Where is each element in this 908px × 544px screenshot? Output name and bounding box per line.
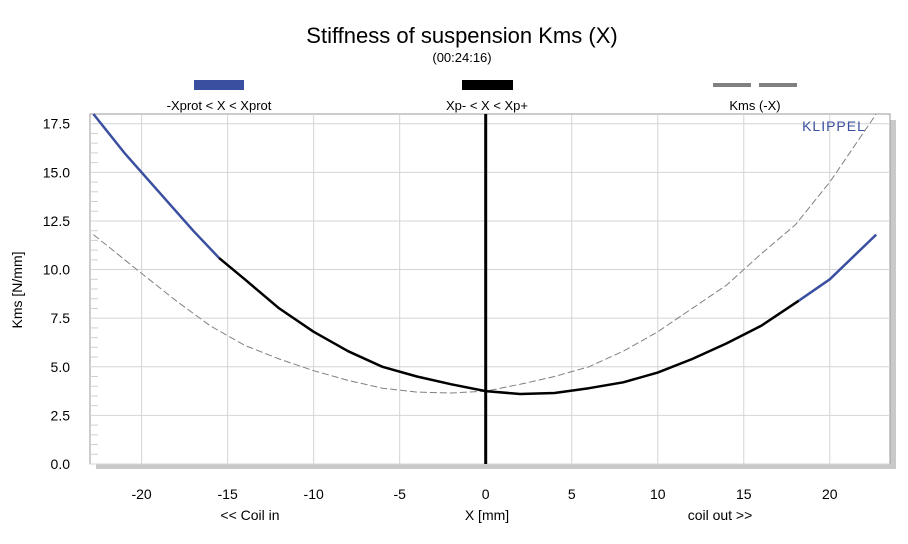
tick-labels: 0.0 2.5 5.0 7.5 10.0 12.5 15.0 17.5 -20 -15 -10 -5 0… [43, 116, 838, 502]
y-tick-label: 5.0 [51, 359, 71, 375]
chart-title: Stiffness of suspension Kms (X) [306, 23, 617, 48]
x-tick-label: 0 [482, 486, 490, 502]
legend-label-mirror: Kms (-X) [729, 98, 780, 113]
legend-label-xp: Xp- < X < Xp+ [446, 98, 528, 113]
y-tick-label: 7.5 [51, 310, 71, 326]
legend-swatch-xp [462, 80, 513, 90]
y-axis-label: Kms [N/mm] [9, 252, 25, 329]
legend: -Xprot < X < Xprot Xp- < X < Xp+ Kms (-X… [167, 80, 797, 113]
y-tick-label: 17.5 [43, 116, 70, 132]
x-tick-label: -15 [218, 486, 238, 502]
chart-subtitle: (00:24:16) [432, 50, 491, 65]
series-kms-black [218, 256, 800, 396]
plot-area [89, 113, 891, 465]
y-tick-label: 10.0 [43, 262, 70, 278]
x-axis-label-right: coil out >> [688, 507, 753, 523]
brand-logo: KLIPPEL [802, 118, 866, 134]
x-axis-label-left: << Coil in [220, 507, 279, 523]
x-tick-label: -10 [304, 486, 324, 502]
x-tick-label: 15 [736, 486, 752, 502]
x-tick-label: 5 [568, 486, 576, 502]
grid [90, 114, 890, 465]
y-tick-label: 0.0 [51, 456, 71, 472]
series-kms-left-blue [92, 113, 220, 259]
x-tick-label: -20 [131, 486, 151, 502]
legend-label-xprot: -Xprot < X < Xprot [167, 98, 272, 113]
y-tick-label: 2.5 [51, 407, 71, 423]
y-tick-label: 12.5 [43, 213, 70, 229]
x-axis-label: X [mm] [465, 507, 509, 523]
x-tick-label: 20 [822, 486, 838, 502]
y-tick-label: 15.0 [43, 164, 70, 180]
series-kms-right-blue [798, 233, 878, 302]
x-tick-label: -5 [393, 486, 406, 502]
curves [92, 113, 878, 464]
x-tick-label: 10 [650, 486, 666, 502]
legend-swatch-xprot [194, 80, 244, 90]
